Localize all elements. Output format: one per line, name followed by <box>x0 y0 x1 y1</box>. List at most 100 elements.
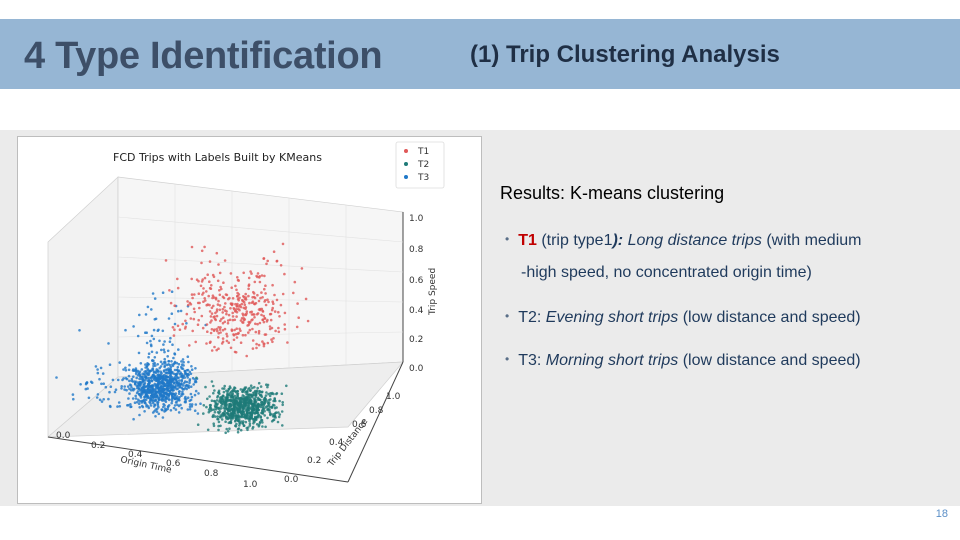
point-t3 <box>151 401 155 405</box>
point-t2 <box>239 428 243 432</box>
point-t1 <box>225 312 228 316</box>
point-t1 <box>266 298 269 301</box>
point-t3 <box>168 398 171 402</box>
point-t3 <box>163 410 166 413</box>
point-t1 <box>283 272 286 276</box>
point-t1 <box>268 325 272 328</box>
point-t1 <box>236 278 240 282</box>
point-t1 <box>212 304 215 308</box>
point-t2 <box>242 424 246 428</box>
point-t1 <box>208 310 212 313</box>
point-t1 <box>245 354 248 358</box>
point-t3 <box>152 387 155 390</box>
point-t1 <box>233 318 237 322</box>
point-t3 <box>150 384 154 388</box>
point-t1 <box>279 264 283 267</box>
point-t3 <box>147 355 150 359</box>
results-heading: Results: K-means clustering <box>500 183 725 203</box>
point-t1 <box>273 310 277 313</box>
point-t3 <box>193 409 197 413</box>
point-t2 <box>225 407 228 410</box>
point-t1 <box>271 340 274 344</box>
point-t3 <box>146 367 149 371</box>
point-t2 <box>210 380 214 383</box>
point-t3 <box>154 398 158 402</box>
point-t2 <box>268 394 272 398</box>
point-t1 <box>257 343 261 347</box>
point-t1 <box>292 291 295 295</box>
point-t2 <box>237 415 241 418</box>
point-t1 <box>208 280 211 283</box>
point-t3 <box>116 378 120 382</box>
point-t3 <box>124 376 128 380</box>
point-t3 <box>109 385 113 388</box>
point-t2 <box>217 389 221 393</box>
point-t3 <box>150 350 154 354</box>
point-t3 <box>194 367 197 370</box>
point-t3 <box>135 400 139 404</box>
point-t1 <box>209 331 213 335</box>
point-t1 <box>256 272 260 275</box>
point-t2 <box>212 391 215 395</box>
point-t2 <box>227 387 231 391</box>
point-t2 <box>272 419 275 422</box>
point-t3 <box>170 360 173 363</box>
point-t3 <box>153 371 156 374</box>
point-t1 <box>239 341 243 344</box>
point-t3 <box>162 402 165 406</box>
point-t1 <box>263 342 266 346</box>
point-t1 <box>226 321 230 325</box>
point-t1 <box>225 332 228 336</box>
point-t2 <box>214 401 218 405</box>
point-t1 <box>256 322 259 326</box>
point-t3 <box>154 415 157 418</box>
point-t3 <box>129 384 133 387</box>
point-t2 <box>223 404 226 408</box>
point-t2 <box>224 431 227 435</box>
point-t3 <box>144 376 147 379</box>
point-t1 <box>227 297 230 301</box>
point-t1 <box>271 306 274 310</box>
point-t3 <box>164 378 168 381</box>
data-points <box>55 242 310 435</box>
point-t3 <box>71 393 75 396</box>
point-t2 <box>244 396 247 399</box>
point-t3 <box>186 368 190 372</box>
point-t2 <box>216 410 220 414</box>
point-t1 <box>209 287 213 290</box>
point-t3 <box>173 322 177 326</box>
point-t3 <box>141 399 144 403</box>
point-t1 <box>233 328 236 332</box>
point-t3 <box>166 375 170 379</box>
point-t1 <box>248 301 251 305</box>
point-t3 <box>102 398 105 401</box>
point-t1 <box>297 316 301 319</box>
point-t3 <box>120 387 123 390</box>
point-t1 <box>234 284 237 288</box>
point-t3 <box>167 381 171 385</box>
y-tick-label: 0.4 <box>329 438 344 448</box>
point-t3 <box>79 383 82 386</box>
point-t1 <box>283 323 287 326</box>
point-t1 <box>296 302 299 305</box>
point-t3 <box>197 392 200 395</box>
point-t2 <box>265 399 268 402</box>
point-t2 <box>223 384 226 388</box>
point-t3 <box>159 373 162 376</box>
point-t2 <box>248 417 252 420</box>
point-t3 <box>139 383 142 387</box>
point-t3 <box>173 404 177 407</box>
point-t2 <box>265 383 268 386</box>
point-t1 <box>231 302 234 306</box>
point-t3 <box>187 385 190 388</box>
point-t1 <box>271 283 274 287</box>
point-t1 <box>252 292 256 295</box>
point-t2 <box>224 420 227 424</box>
point-t3 <box>166 349 170 353</box>
point-t3 <box>96 393 100 396</box>
point-t1 <box>205 323 209 326</box>
point-t3 <box>146 389 150 393</box>
point-t3 <box>139 375 143 379</box>
point-t3 <box>163 387 166 391</box>
point-t3 <box>184 384 187 388</box>
